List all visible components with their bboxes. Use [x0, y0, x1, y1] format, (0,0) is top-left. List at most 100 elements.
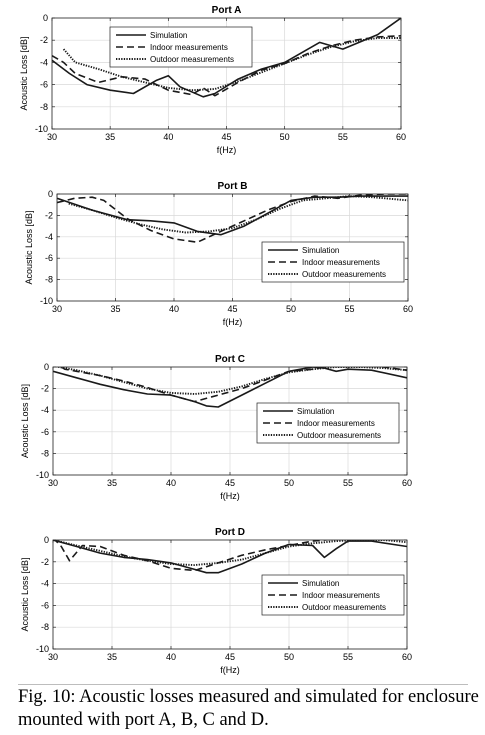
x-axis-label: f(Hz)	[220, 491, 240, 501]
x-tick-label: 45	[225, 652, 235, 662]
chart-title: Port A	[212, 5, 242, 16]
y-tick-label: -6	[40, 80, 48, 90]
x-tick-label: 40	[163, 132, 173, 142]
y-tick-label: -8	[45, 275, 53, 285]
x-tick-label: 55	[343, 478, 353, 488]
series-lines	[53, 367, 407, 408]
x-tick-label: 35	[105, 132, 115, 142]
chart-panel-d: 30 35 40 45 50 55 60 -10 -8 -6 -4 -2 0 Port D f(Hz) Aco…	[20, 527, 412, 675]
y-tick-label: -6	[41, 600, 49, 610]
x-tick-label: 60	[403, 304, 413, 314]
y-tick-label: -4	[41, 579, 49, 589]
legend-label: Outdoor measurements	[150, 55, 234, 64]
legend-label: Outdoor measurements	[302, 603, 386, 612]
x-tick-label: 60	[402, 478, 412, 488]
caption-separator	[18, 684, 468, 685]
y-tick-label: -2	[45, 210, 53, 220]
y-tick-label: -2	[41, 557, 49, 567]
y-tick-label: -2	[41, 384, 49, 394]
axes-frame	[52, 366, 408, 476]
series-dashed-line	[53, 540, 334, 572]
y-axis-label: Acoustic Loss [dB]	[20, 557, 30, 631]
x-axis-label: f(Hz)	[217, 145, 237, 155]
legend: Simulation Indoor measurements Outdoor mea…	[261, 574, 405, 616]
figure-panels: 30 35 40 45 50 55 60 -10 -8 -6 -4 -2 0 Port A f(Hz) Aco…	[19, 5, 413, 675]
y-tick-label: -4	[40, 57, 48, 67]
y-tick-label: -4	[45, 232, 53, 242]
series-dashed-line	[57, 194, 408, 243]
y-axis-label: Acoustic Loss [dB]	[20, 384, 30, 458]
legend-label: Simulation	[302, 579, 339, 588]
legend-label: Indoor measurements	[150, 43, 228, 52]
series-solid-line	[52, 18, 401, 98]
chart-panel-c: 30 35 40 45 50 55 60 -10 -8 -6 -4 -2 0 Port C f(Hz) Aco…	[20, 354, 412, 501]
x-tick-label: 35	[107, 652, 117, 662]
y-tick-label: -2	[40, 35, 48, 45]
legend-label: Indoor measurements	[297, 419, 375, 428]
x-tick-label: 40	[169, 304, 179, 314]
x-tick-label: 50	[284, 652, 294, 662]
x-tick-label: 45	[227, 304, 237, 314]
legend-label: Indoor measurements	[302, 591, 380, 600]
legend: Simulation Indoor measurements Outdoor mea…	[261, 241, 405, 283]
x-tick-label: 40	[166, 652, 176, 662]
y-tick-label: -6	[41, 427, 49, 437]
y-tick-label: 0	[44, 362, 49, 372]
axes-frame	[51, 17, 402, 130]
x-tick-label: 35	[110, 304, 120, 314]
x-tick-label: 60	[396, 132, 406, 142]
series-dotted-line	[62, 37, 401, 92]
series-lines	[57, 194, 408, 243]
x-tick-label: 55	[344, 304, 354, 314]
x-tick-label: 30	[48, 478, 58, 488]
x-tick-label: 45	[225, 478, 235, 488]
chart-title: Port B	[218, 181, 248, 192]
series-dotted-line	[53, 367, 407, 395]
x-tick-label: 30	[52, 304, 62, 314]
chart-panel-a: 30 35 40 45 50 55 60 -10 -8 -6 -4 -2 0 Port A f(Hz) Aco…	[19, 5, 406, 155]
legend-label: Simulation	[302, 246, 339, 255]
legend-label: Simulation	[150, 31, 187, 40]
legend-label: Outdoor measurements	[297, 431, 381, 440]
chart-panel-b: 30 35 40 45 50 55 60 -10 -8 -6 -4 -2 0 Port B f(Hz) Aco…	[24, 181, 413, 327]
series-lines	[52, 18, 401, 98]
series-dotted-line	[53, 540, 407, 567]
series-solid-line	[53, 367, 407, 408]
legend: Simulation Indoor measurements Outdoor mea…	[256, 402, 400, 444]
y-tick-label: -10	[36, 644, 49, 654]
x-tick-label: 45	[221, 132, 231, 142]
series-solid-line	[53, 540, 407, 574]
y-tick-label: -6	[45, 253, 53, 263]
y-tick-label: -8	[40, 102, 48, 112]
x-tick-label: 30	[47, 132, 57, 142]
x-axis-label: f(Hz)	[220, 665, 240, 675]
legend: Simulation Indoor measurements Outdoor mea…	[109, 26, 253, 68]
series-dashed-line	[52, 35, 401, 97]
y-tick-label: 0	[43, 13, 48, 23]
y-tick-label: -10	[35, 124, 48, 134]
axes-frame	[52, 539, 408, 650]
x-tick-label: 60	[402, 652, 412, 662]
y-tick-label: -8	[41, 622, 49, 632]
x-tick-label: 50	[286, 304, 296, 314]
chart-title: Port D	[215, 527, 245, 538]
x-axis-label: f(Hz)	[223, 317, 243, 327]
y-axis-label: Acoustic Loss [dB]	[19, 36, 29, 110]
y-tick-label: 0	[48, 189, 53, 199]
x-tick-label: 50	[284, 478, 294, 488]
legend-label: Simulation	[297, 407, 334, 416]
y-tick-label: -4	[41, 405, 49, 415]
series-lines	[53, 540, 407, 574]
x-tick-label: 30	[48, 652, 58, 662]
legend-label: Indoor measurements	[302, 258, 380, 267]
x-tick-label: 55	[338, 132, 348, 142]
axes-frame	[56, 193, 409, 302]
x-tick-label: 55	[343, 652, 353, 662]
y-tick-label: 0	[44, 535, 49, 545]
x-tick-label: 40	[166, 478, 176, 488]
y-axis-label: Acoustic Loss [dB]	[24, 210, 34, 284]
x-tick-label: 35	[107, 478, 117, 488]
y-tick-label: -10	[36, 470, 49, 480]
figure-caption: Fig. 10: Acoustic losses measured and si…	[18, 687, 479, 730]
x-tick-label: 50	[280, 132, 290, 142]
